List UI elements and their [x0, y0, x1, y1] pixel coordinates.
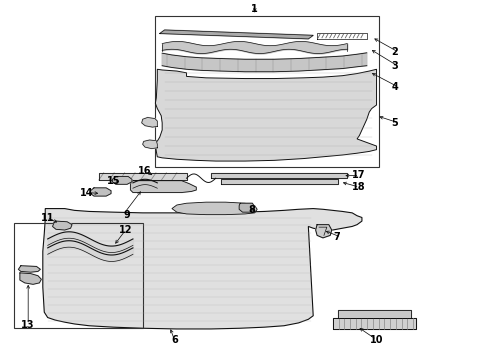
Polygon shape — [43, 208, 362, 329]
Text: 16: 16 — [138, 166, 152, 176]
Polygon shape — [130, 181, 196, 193]
Polygon shape — [211, 173, 347, 178]
Text: 1: 1 — [251, 4, 258, 14]
Polygon shape — [113, 176, 132, 184]
Polygon shape — [338, 310, 411, 318]
Text: 12: 12 — [119, 225, 132, 235]
Text: 11: 11 — [41, 212, 54, 222]
Polygon shape — [220, 179, 338, 184]
Text: 14: 14 — [80, 188, 94, 198]
Text: 2: 2 — [391, 47, 398, 57]
Text: 3: 3 — [391, 62, 398, 71]
Polygon shape — [155, 69, 376, 161]
Text: 4: 4 — [391, 82, 398, 92]
Bar — [14, 223, 143, 328]
Text: 7: 7 — [334, 232, 341, 242]
Text: 5: 5 — [391, 118, 398, 128]
Text: 18: 18 — [352, 182, 366, 192]
Polygon shape — [172, 202, 257, 215]
Polygon shape — [316, 225, 332, 238]
Bar — [155, 16, 379, 167]
Polygon shape — [91, 188, 111, 196]
Text: 6: 6 — [171, 335, 178, 345]
Polygon shape — [162, 53, 367, 72]
Polygon shape — [52, 221, 72, 230]
Text: 9: 9 — [124, 210, 130, 220]
Text: 13: 13 — [22, 320, 35, 330]
Polygon shape — [19, 266, 40, 272]
Polygon shape — [142, 117, 157, 127]
Text: 15: 15 — [107, 176, 120, 186]
Polygon shape — [99, 173, 187, 180]
Text: 10: 10 — [370, 335, 383, 345]
Polygon shape — [160, 30, 313, 39]
Polygon shape — [333, 318, 416, 329]
Text: 17: 17 — [352, 170, 366, 180]
Polygon shape — [20, 273, 41, 284]
Polygon shape — [143, 140, 157, 149]
Polygon shape — [239, 203, 255, 212]
Text: 8: 8 — [249, 205, 256, 215]
